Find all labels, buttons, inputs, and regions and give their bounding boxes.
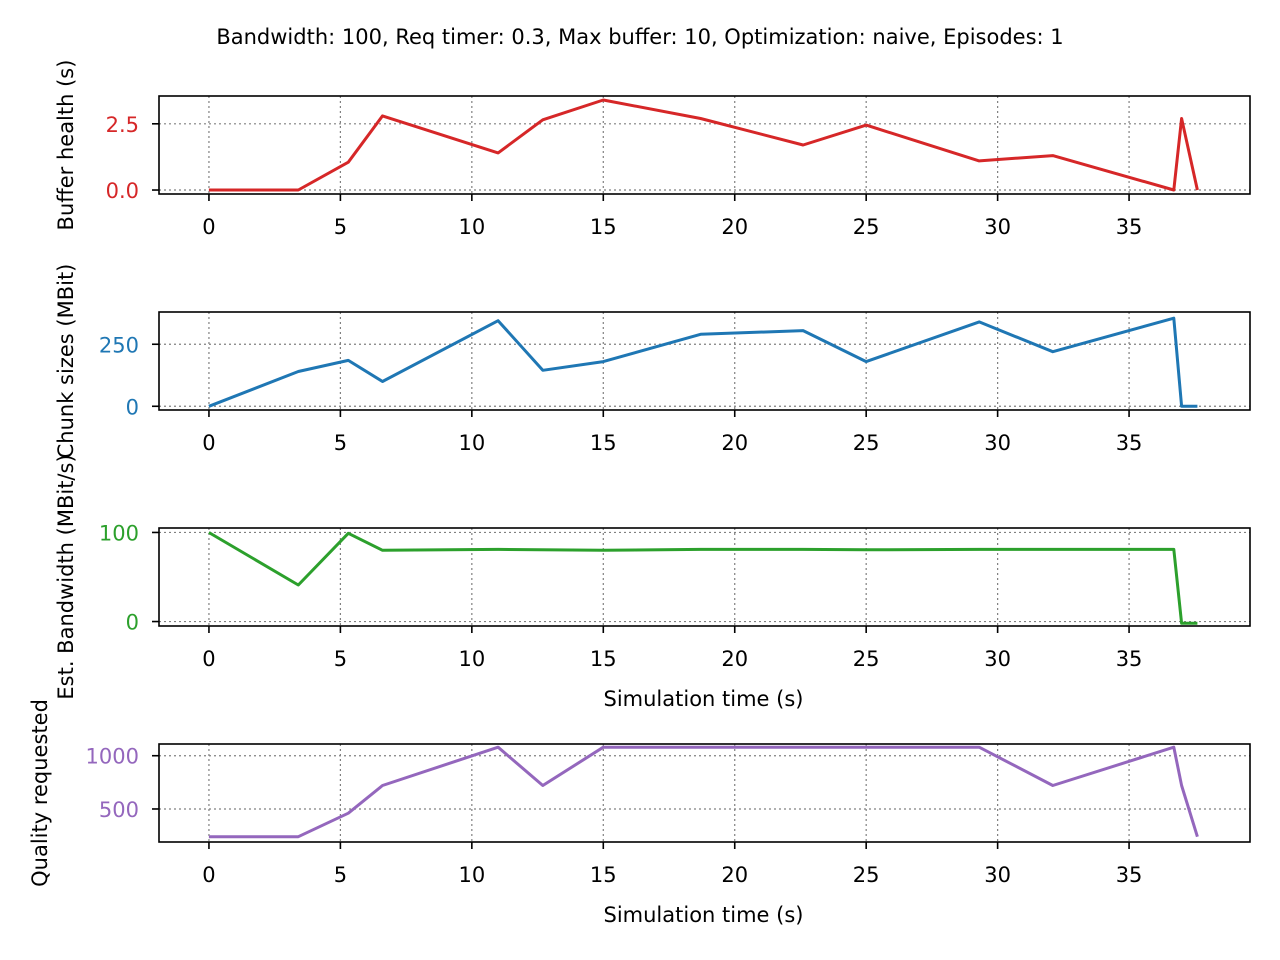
est-bandwidth-series-line-0 [208, 531, 1198, 625]
buffer-health-xtick-label-4: 20 [721, 215, 748, 239]
est-bandwidth-panel: 0 5 10 15 20 25 30 35 0 100 Est. Bandwidth (MBit/s… [54, 454, 1251, 711]
est-bandwidth-ytick-label-0: 0 [126, 611, 139, 635]
quality-requested-xtick-label-1: 5 [334, 863, 347, 887]
est-bandwidth-axes-frame [158, 527, 1251, 627]
chunk-sizes-series-line-0 [208, 316, 1198, 408]
est-bandwidth-xtick-label-6: 30 [984, 647, 1011, 671]
buffer-health-ylabel: Buffer health (s) [54, 60, 78, 231]
buffer-health-xtick-label-1: 5 [334, 215, 347, 239]
quality-requested-ylabel: Quality requested [28, 699, 52, 887]
buffer-health-xtick-label-3: 15 [590, 215, 617, 239]
quality-requested-xlabel: Simulation time (s) [604, 903, 804, 927]
chunk-sizes-xtick-label-6: 30 [984, 431, 1011, 455]
buffer-health-series-line-0 [208, 98, 1199, 192]
buffer-health-ytick-label-1: 2.5 [106, 113, 139, 137]
buffer-health-xtick-label-7: 35 [1116, 215, 1143, 239]
quality-requested-xtick-label-0: 0 [202, 863, 215, 887]
buffer-health-panel: 0 5 10 15 20 25 30 35 0.0 2.5 Buffer health (s) [54, 60, 1251, 239]
chunk-sizes-axes-frame [158, 311, 1251, 411]
quality-requested-xtick-label-3: 15 [590, 863, 617, 887]
chunk-sizes-xtick-label-1: 5 [334, 431, 347, 455]
buffer-health-ytick-label-0: 0.0 [106, 179, 139, 203]
buffer-health-xtick-label-0: 0 [202, 215, 215, 239]
quality-requested-ytick-label-1: 1000 [86, 745, 139, 769]
chunk-sizes-ylabel: Chunk sizes (MBit) [54, 264, 78, 459]
chunk-sizes-ytick-label-0: 0 [126, 395, 139, 419]
buffer-health-xtick-label-2: 10 [458, 215, 485, 239]
chunk-sizes-xtick-label-7: 35 [1116, 431, 1143, 455]
chunk-sizes-xtick-label-5: 25 [853, 431, 880, 455]
quality-requested-xtick-label-6: 30 [984, 863, 1011, 887]
quality-requested-xtick-label-7: 35 [1116, 863, 1143, 887]
est-bandwidth-xtick-label-2: 10 [458, 647, 485, 671]
chunk-sizes-xtick-label-0: 0 [202, 431, 215, 455]
chunk-sizes-panel: 0 5 10 15 20 25 30 35 0 250 Chunk sizes (MBit) [54, 264, 1251, 459]
chunk-sizes-xtick-label-4: 20 [721, 431, 748, 455]
figure-title: Bandwidth: 100, Req timer: 0.3, Max buff… [216, 25, 1063, 49]
quality-requested-axes-frame [158, 743, 1251, 843]
est-bandwidth-xtick-label-1: 5 [334, 647, 347, 671]
quality-requested-panel: 0 5 10 15 20 25 30 35 500 1000 Quality requested Si… [28, 699, 1251, 927]
est-bandwidth-xtick-label-5: 25 [853, 647, 880, 671]
subplots: 0 5 10 15 20 25 30 35 0.0 2.5 Buffer health (s) 0 5 1… [28, 60, 1251, 927]
chunk-sizes-xtick-label-2: 10 [458, 431, 485, 455]
est-bandwidth-xtick-label-0: 0 [202, 647, 215, 671]
buffer-health-xtick-label-5: 25 [853, 215, 880, 239]
chunk-sizes-xtick-label-3: 15 [590, 431, 617, 455]
quality-requested-ytick-label-0: 500 [99, 798, 139, 822]
quality-requested-xtick-label-2: 10 [458, 863, 485, 887]
est-bandwidth-ylabel: Est. Bandwidth (MBit/s) [54, 454, 78, 699]
est-bandwidth-xlabel: Simulation time (s) [604, 687, 804, 711]
quality-requested-xtick-label-4: 20 [721, 863, 748, 887]
est-bandwidth-ytick-label-1: 100 [99, 521, 139, 545]
chunk-sizes-ytick-label-1: 250 [99, 333, 139, 357]
buffer-health-axes-frame [158, 95, 1251, 195]
est-bandwidth-xtick-label-7: 35 [1116, 647, 1143, 671]
buffer-health-xtick-label-6: 30 [984, 215, 1011, 239]
est-bandwidth-xtick-label-3: 15 [590, 647, 617, 671]
quality-requested-xtick-label-5: 25 [853, 863, 880, 887]
quality-requested-series-line-0 [208, 745, 1199, 839]
est-bandwidth-xtick-label-4: 20 [721, 647, 748, 671]
